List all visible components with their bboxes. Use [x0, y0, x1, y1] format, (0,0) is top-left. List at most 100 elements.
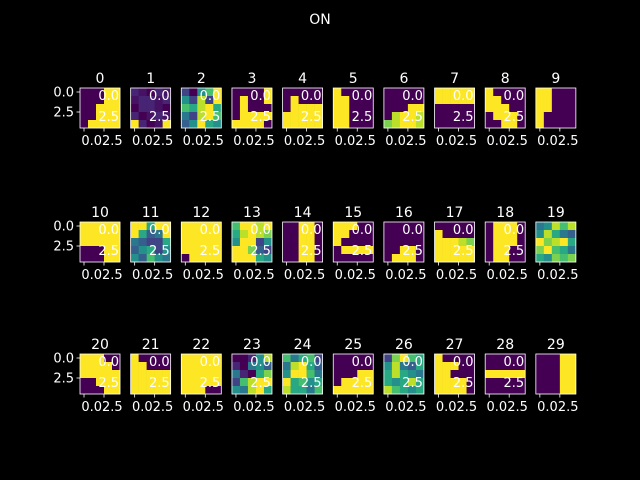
heatmap-cell [112, 354, 121, 363]
heatmap-cell [567, 96, 577, 105]
heatmap-cell [80, 88, 89, 97]
heatmap-cell [493, 370, 502, 379]
heatmap-cell [298, 120, 307, 129]
heatmap-cell [255, 88, 265, 97]
y-tick-label: 2.5 [53, 240, 74, 255]
heatmap-cell [485, 96, 494, 105]
heatmap-cell [551, 246, 561, 255]
heatmap-cell [231, 370, 241, 379]
heatmap-cell [263, 238, 273, 247]
heatmap-cell [130, 230, 139, 239]
heatmap-cell [162, 362, 171, 371]
heatmap-cell [80, 222, 89, 231]
axes-frame [383, 353, 425, 395]
panel-title: 9 [551, 71, 560, 87]
heatmap-cell [341, 104, 350, 113]
heatmap-cell [104, 370, 113, 379]
x-tick-label: 0.02.5 [81, 134, 122, 149]
heatmap-cell [349, 112, 358, 121]
heatmap-cell [458, 354, 467, 363]
panel-title: 28 [496, 337, 514, 353]
heatmap-cell [333, 246, 342, 255]
heatmap-cell [138, 88, 147, 97]
heatmap-cell [298, 378, 307, 387]
heatmap-cell [458, 230, 467, 239]
heatmap-cell [399, 222, 409, 231]
heatmap-cell [517, 96, 526, 105]
heatmap-cell [535, 254, 545, 263]
overlay-label: 0.0 [453, 223, 474, 238]
overlay-label: 0.0 [301, 89, 322, 104]
heatmap-cell [255, 370, 265, 379]
heatmap-cell [263, 246, 273, 255]
panel-19: 19 0.02.5 [535, 205, 579, 283]
heatmap-cell [434, 386, 443, 395]
overlay-label: 2.5 [200, 376, 221, 391]
heatmap-cell [290, 370, 299, 379]
heatmap-cell [263, 230, 273, 239]
heatmap-cell [197, 362, 206, 371]
heatmap-cell [407, 238, 417, 247]
heatmap-cell [205, 362, 214, 371]
heatmap-cell [357, 362, 366, 371]
axes-frame [434, 353, 475, 395]
heatmap-cell [282, 96, 291, 105]
heatmap-cell [442, 222, 451, 231]
heatmap-cell [231, 230, 241, 239]
panel-7: 70.02.50.02.5 [434, 71, 477, 149]
heatmap-cell [442, 120, 451, 129]
axes-frame [535, 353, 577, 395]
heatmap-cell [138, 230, 147, 239]
heatmap-cell [213, 104, 222, 113]
heatmap-cell [80, 238, 89, 247]
heatmap-cell [517, 120, 526, 129]
heatmap-cell [551, 254, 561, 263]
heatmap-cell [306, 362, 315, 371]
heatmap-cell [415, 254, 425, 263]
heatmap-cell [458, 222, 467, 231]
heatmap-cell [213, 370, 222, 379]
heatmap-cell [551, 386, 561, 395]
heatmap-cell [415, 362, 425, 371]
heatmap-cell [88, 254, 97, 263]
heatmap-cell [543, 370, 553, 379]
heatmap-cell [96, 246, 105, 255]
heatmap-cell [205, 230, 214, 239]
heatmap-cell [458, 254, 467, 263]
panel-title: 24 [294, 337, 312, 353]
panel-title: 1 [146, 71, 155, 87]
heatmap-cell [197, 378, 206, 387]
heatmap-cell [138, 386, 147, 395]
heatmap-cell [466, 104, 475, 113]
heatmap-cell [466, 112, 475, 121]
heatmap-cell [112, 254, 121, 263]
heatmap-cell [543, 112, 553, 121]
overlay-label: 2.5 [504, 376, 525, 391]
overlay-label: 2.5 [453, 376, 474, 391]
heatmap-cell [365, 238, 374, 247]
overlay-label: 0.0 [250, 355, 271, 370]
heatmap-cell [130, 370, 139, 379]
heatmap-cell [231, 254, 241, 263]
heatmap-cell [399, 254, 409, 263]
heatmap-cell [357, 378, 366, 387]
x-tick-label: 0.02.5 [537, 400, 578, 415]
heatmap-cell [189, 112, 198, 121]
heatmap-cell [365, 378, 374, 387]
heatmap-cell [567, 120, 577, 129]
heatmap-cell [349, 370, 358, 379]
panel-title: 0 [96, 71, 105, 87]
x-tick-label: 0.02.5 [132, 268, 173, 283]
panel-2: 20.02.50.02.5 [180, 71, 224, 149]
panel-5: 50.02.50.02.5 [332, 71, 376, 149]
heatmap-cell [450, 362, 459, 371]
heatmap-cell [450, 222, 459, 231]
overlay-label: 0.0 [250, 223, 271, 238]
heatmap-cell [255, 96, 265, 105]
heatmap-cell [517, 254, 526, 263]
heatmap-cell [485, 370, 494, 379]
heatmap-cell [314, 362, 323, 371]
x-tick-label: 0.02.5 [284, 268, 325, 283]
heatmap-cell [349, 104, 358, 113]
heatmap-cell [357, 112, 366, 121]
